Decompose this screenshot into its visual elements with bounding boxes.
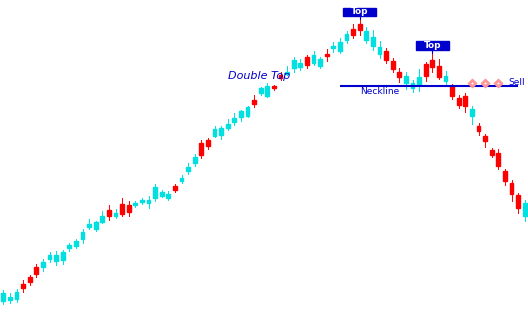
Bar	[266, 86, 269, 96]
Bar	[48, 255, 51, 259]
Bar	[127, 205, 130, 212]
Bar	[41, 262, 45, 267]
Bar	[470, 109, 474, 116]
Bar	[437, 66, 441, 76]
Bar	[173, 186, 177, 190]
Bar	[160, 193, 164, 196]
Bar	[477, 126, 480, 131]
Bar	[483, 136, 487, 141]
FancyBboxPatch shape	[416, 41, 449, 50]
Bar	[74, 241, 78, 246]
Bar	[332, 46, 335, 48]
Bar	[259, 88, 262, 93]
Bar	[213, 129, 216, 136]
Text: Neckline: Neckline	[360, 87, 399, 96]
Text: Sell: Sell	[508, 78, 525, 87]
Bar	[166, 194, 170, 198]
Bar	[364, 31, 368, 40]
FancyBboxPatch shape	[343, 8, 376, 16]
Bar	[193, 157, 196, 163]
Bar	[272, 86, 276, 88]
Bar	[510, 183, 513, 194]
Bar	[464, 96, 467, 106]
Bar	[516, 194, 520, 208]
Bar	[15, 292, 18, 299]
Bar	[318, 59, 322, 66]
Bar	[28, 277, 32, 282]
Bar	[378, 46, 381, 54]
Bar	[34, 267, 38, 274]
Bar	[312, 55, 315, 63]
Bar	[503, 171, 507, 181]
Bar	[411, 83, 414, 88]
Bar	[457, 98, 460, 105]
Text: Double Top: Double Top	[228, 71, 290, 80]
Bar	[351, 29, 355, 36]
Bar	[490, 150, 494, 155]
Bar	[147, 200, 150, 203]
Bar	[120, 204, 124, 214]
Bar	[338, 42, 342, 51]
Bar	[21, 284, 25, 288]
Bar	[417, 76, 421, 85]
Bar	[358, 24, 362, 30]
Bar	[345, 34, 348, 40]
Bar	[279, 75, 282, 78]
Bar	[8, 297, 12, 300]
Bar	[444, 76, 447, 81]
Bar	[180, 178, 183, 181]
Bar	[298, 63, 302, 67]
Bar	[252, 100, 256, 104]
Bar	[496, 153, 500, 166]
Bar	[94, 222, 98, 229]
Bar	[450, 86, 454, 96]
Bar	[424, 64, 428, 76]
Bar	[81, 232, 84, 239]
Bar	[325, 54, 328, 56]
Bar	[371, 37, 375, 46]
Bar	[206, 139, 210, 146]
Bar	[523, 203, 526, 216]
Bar	[391, 61, 394, 69]
Bar	[140, 200, 144, 202]
Bar	[404, 76, 408, 83]
Bar	[107, 210, 111, 216]
Bar	[61, 252, 64, 260]
Bar	[384, 51, 388, 61]
Bar	[200, 143, 203, 155]
Bar	[285, 71, 289, 74]
Bar	[292, 60, 296, 68]
Bar	[87, 224, 91, 227]
Bar	[246, 107, 249, 116]
Text: Top: Top	[351, 7, 369, 16]
Bar	[153, 187, 157, 197]
Text: Top: Top	[423, 41, 441, 50]
Bar	[398, 72, 401, 76]
Bar	[226, 124, 230, 128]
Bar	[100, 216, 104, 222]
Bar	[114, 213, 117, 216]
Bar	[134, 202, 137, 205]
Bar	[239, 111, 243, 117]
Bar	[305, 57, 309, 66]
Bar	[219, 128, 223, 135]
Bar	[232, 118, 236, 122]
Bar	[186, 167, 190, 171]
Bar	[2, 293, 5, 301]
Bar	[68, 245, 71, 248]
Bar	[430, 60, 434, 67]
Bar	[54, 255, 58, 261]
